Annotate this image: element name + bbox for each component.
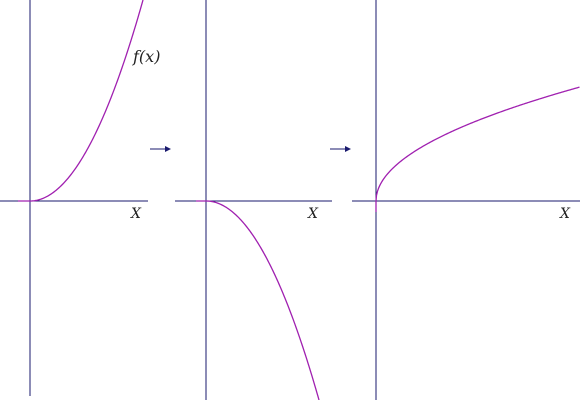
panel-3: X (352, 0, 580, 400)
panel-1-curve (18, 0, 144, 202)
panel-3-x-axis-label: X (559, 206, 571, 222)
panel-2: X (175, 0, 332, 400)
transition-arrow-2-head (345, 146, 351, 152)
panel-1-x-axis-label: X (130, 206, 142, 222)
panel-1: f(x) X (0, 0, 160, 396)
panel-2-curve (196, 200, 320, 400)
transition-arrow-1-head (165, 146, 171, 152)
transition-arrow-1 (150, 146, 171, 152)
panel-2-x-axis-label: X (307, 206, 319, 222)
panel-1-function-label: f(x) (132, 47, 160, 66)
panel-3-curve (375, 86, 580, 212)
transition-arrow-2 (330, 146, 351, 152)
